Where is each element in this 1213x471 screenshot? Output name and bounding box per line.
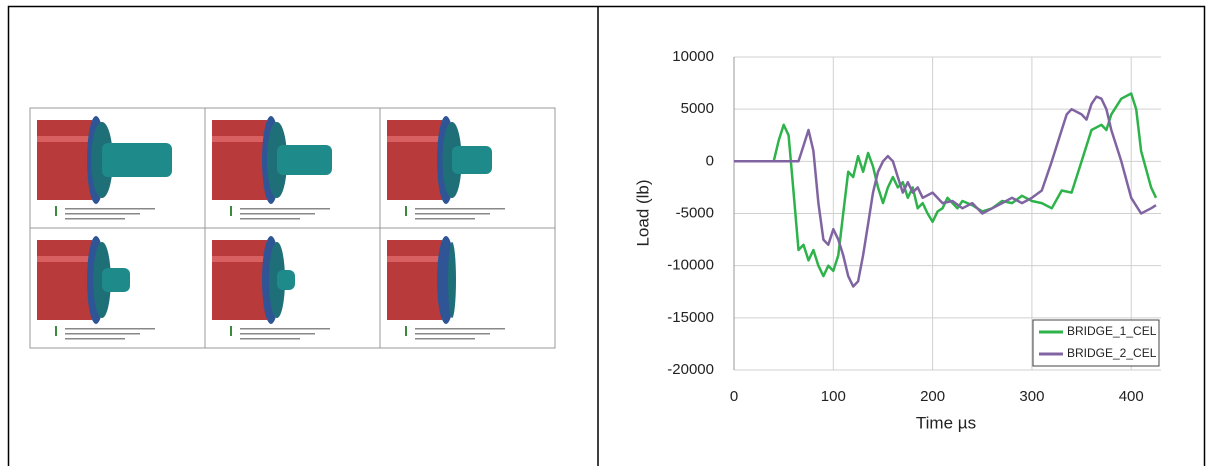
cylinder-highlight bbox=[387, 256, 442, 262]
cylinder bbox=[37, 120, 92, 200]
y-tick-label: -15000 bbox=[667, 309, 714, 326]
cylinder bbox=[212, 240, 267, 320]
axis-triad bbox=[230, 206, 232, 216]
projectile bbox=[277, 145, 332, 175]
y-axis-label: Load (lb) bbox=[633, 179, 652, 246]
axis-triad bbox=[405, 206, 407, 216]
axis-triad bbox=[55, 206, 57, 216]
caption-line bbox=[240, 338, 300, 340]
projectile bbox=[102, 143, 172, 177]
x-tick-label: 400 bbox=[1119, 388, 1144, 405]
x-axis-label: Time µs bbox=[916, 413, 976, 432]
legend-label: BRIDGE_1_CEL bbox=[1067, 324, 1157, 338]
caption-line bbox=[65, 333, 140, 335]
flange-face bbox=[448, 242, 456, 318]
y-tick-label: -20000 bbox=[667, 361, 714, 378]
x-tick-label: 100 bbox=[821, 388, 846, 405]
cylinder bbox=[387, 240, 442, 320]
x-tick-label: 200 bbox=[920, 388, 945, 405]
caption-line bbox=[415, 338, 475, 340]
caption-line bbox=[65, 338, 125, 340]
chart: -20000 -15000 -10000 -5000 0 5000 10000 0 100 200… bbox=[667, 48, 1161, 405]
cylinder bbox=[387, 120, 442, 200]
axis-triad bbox=[230, 326, 232, 336]
page: -20000 -15000 -10000 -5000 0 5000 10000 0 100 200… bbox=[0, 0, 1213, 466]
caption-line bbox=[240, 328, 330, 330]
caption-line bbox=[65, 208, 155, 210]
cylinder-highlight bbox=[387, 136, 442, 142]
cylinder-highlight bbox=[212, 256, 267, 262]
y-tick-label: 10000 bbox=[672, 48, 714, 65]
caption-line bbox=[415, 333, 490, 335]
projectile bbox=[102, 268, 130, 292]
caption-line bbox=[240, 333, 315, 335]
axis-triad bbox=[55, 326, 57, 336]
series-line bbox=[734, 97, 1156, 287]
caption-line bbox=[65, 328, 155, 330]
y-tick-label: 0 bbox=[706, 152, 714, 169]
caption-line bbox=[240, 208, 330, 210]
axis-triad bbox=[405, 326, 407, 336]
simulation-image bbox=[30, 108, 555, 348]
caption-line bbox=[240, 213, 315, 215]
caption-line bbox=[240, 218, 300, 220]
cylinder-highlight bbox=[37, 136, 92, 142]
x-tick-label: 300 bbox=[1019, 388, 1044, 405]
y-tick-label: 5000 bbox=[681, 100, 714, 117]
cylinder bbox=[212, 120, 267, 200]
caption-line bbox=[415, 208, 505, 210]
caption-line bbox=[65, 218, 125, 220]
caption-line bbox=[415, 218, 475, 220]
x-tick-label: 0 bbox=[730, 388, 738, 405]
cylinder-highlight bbox=[37, 256, 92, 262]
caption-line bbox=[415, 213, 490, 215]
series-line bbox=[734, 94, 1156, 277]
projectile bbox=[452, 146, 492, 174]
cylinder bbox=[37, 240, 92, 320]
caption-line bbox=[415, 328, 505, 330]
caption-line bbox=[65, 213, 140, 215]
projectile bbox=[277, 270, 295, 290]
y-tick-label: -10000 bbox=[667, 257, 714, 274]
cylinder-highlight bbox=[212, 136, 267, 142]
y-tick-label: -5000 bbox=[676, 204, 714, 221]
legend-label: BRIDGE_2_CEL bbox=[1067, 346, 1157, 360]
